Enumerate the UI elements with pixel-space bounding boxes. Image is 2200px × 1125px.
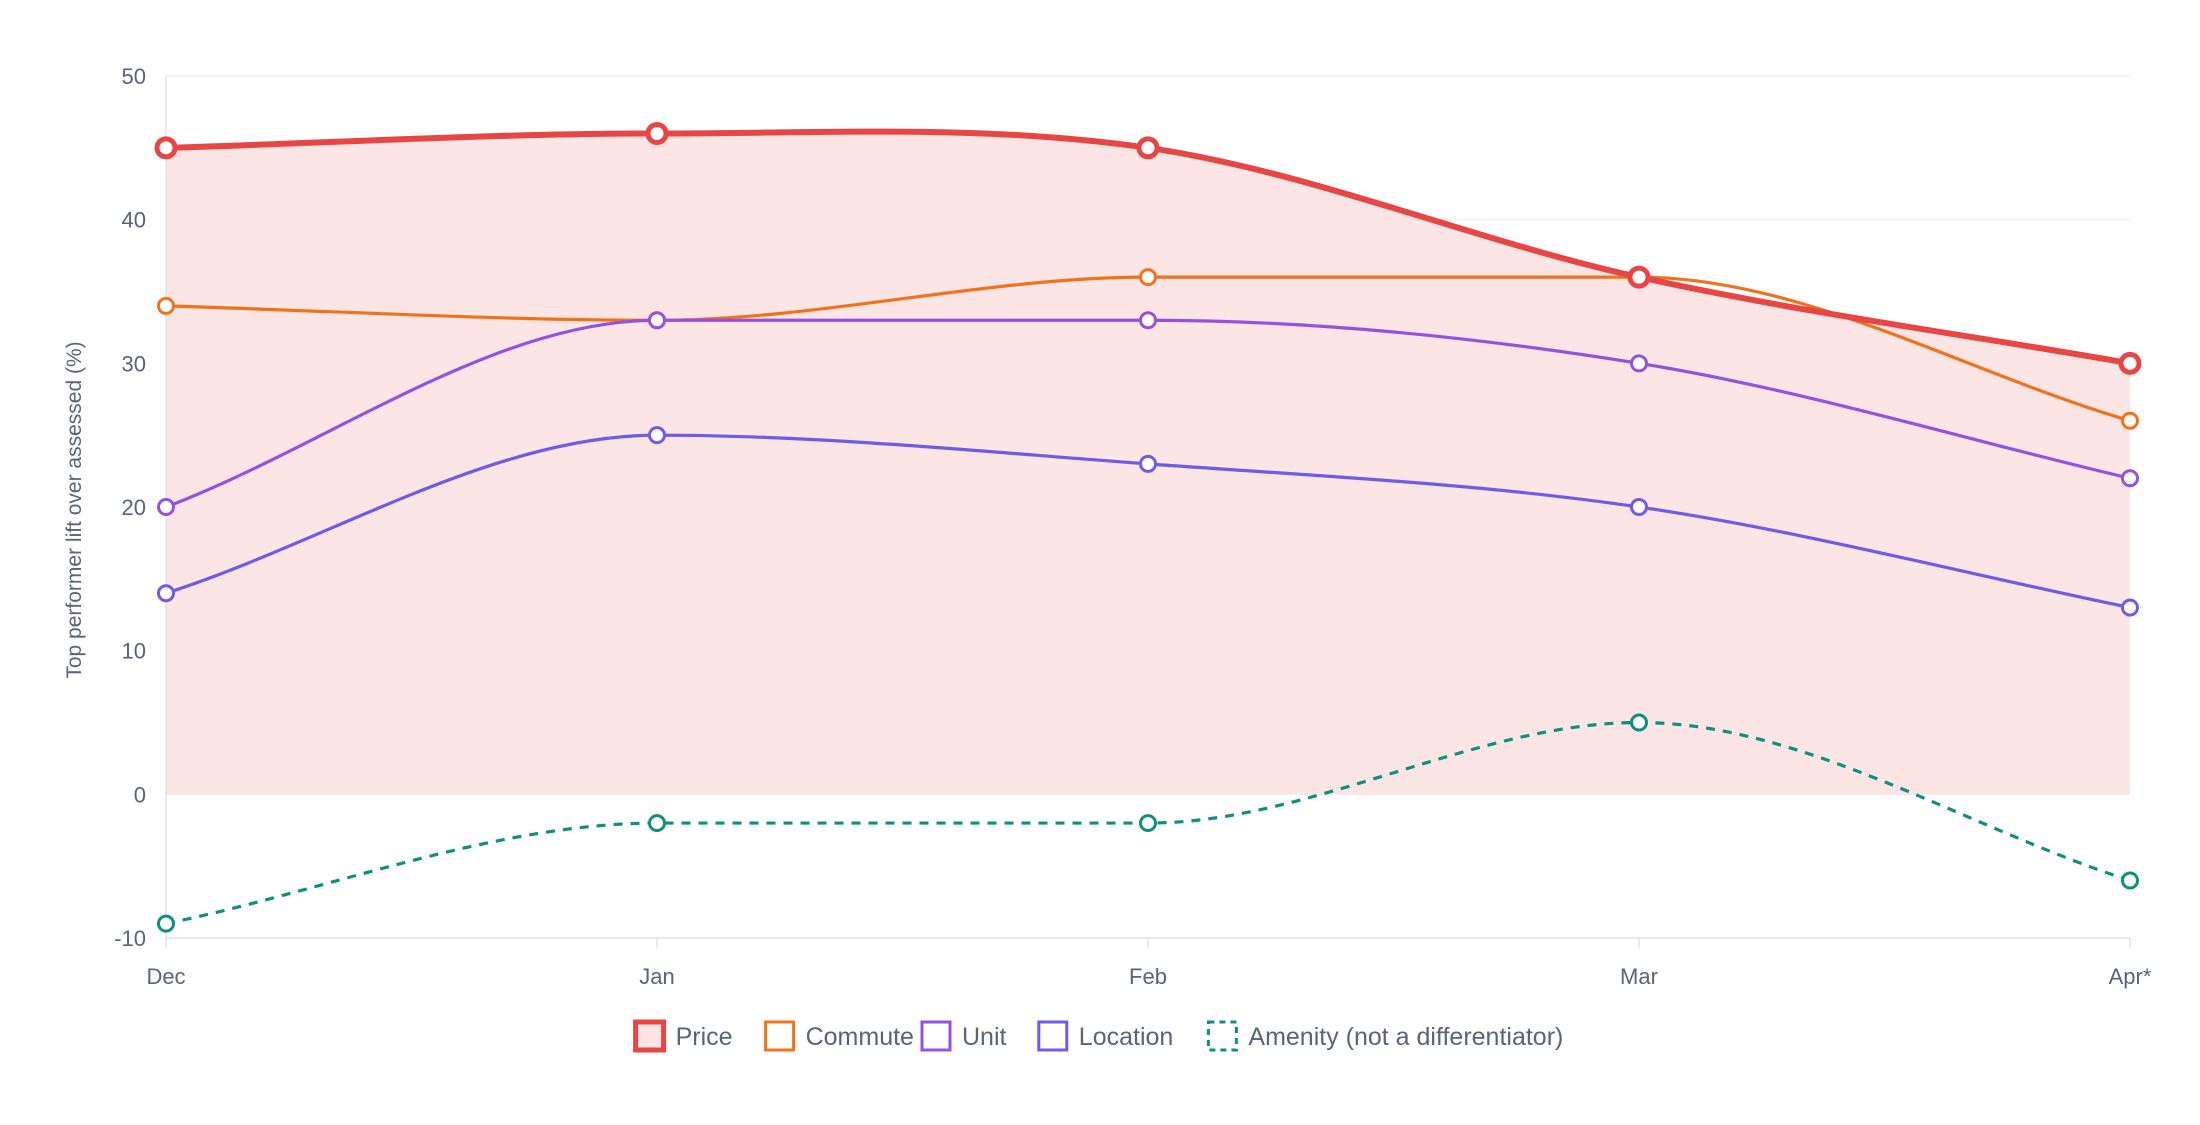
data-point-amenity[interactable] — [2121, 871, 2139, 890]
data-point-location[interactable] — [648, 426, 666, 445]
y-tick-label: -10 — [114, 926, 146, 951]
legend-item-price[interactable]: Price — [633, 1019, 733, 1053]
data-point-price[interactable] — [645, 121, 669, 145]
legend-item-unit[interactable]: Unit — [920, 1020, 1007, 1052]
legend-swatch-price — [633, 1019, 667, 1053]
legend-swatch-amenity — [1206, 1020, 1238, 1052]
data-point-price[interactable] — [2118, 351, 2142, 375]
data-point-unit[interactable] — [2121, 469, 2139, 488]
data-point-unit[interactable] — [1139, 311, 1157, 330]
legend-swatch-unit — [920, 1020, 952, 1052]
legend-label-unit: Unit — [962, 1023, 1007, 1051]
x-tick-label: Jan — [639, 964, 674, 989]
data-point-location[interactable] — [157, 584, 175, 603]
y-tick-label: 30 — [122, 351, 146, 376]
data-point-unit[interactable] — [648, 311, 666, 330]
x-tick-label: Apr* — [2109, 964, 2152, 989]
legend-label-commute: Commute — [806, 1023, 914, 1051]
y-tick-label: 10 — [122, 639, 146, 664]
data-point-amenity[interactable] — [157, 914, 175, 933]
data-point-commute[interactable] — [2121, 411, 2139, 430]
y-tick-label: 40 — [122, 208, 146, 233]
legend-item-amenity[interactable]: Amenity (not a differentiator) — [1206, 1020, 1563, 1052]
data-point-location[interactable] — [2121, 598, 2139, 617]
y-tick-label: 0 — [134, 782, 146, 807]
data-point-unit[interactable] — [1630, 354, 1648, 373]
legend-item-location[interactable]: Location — [1037, 1020, 1174, 1052]
data-point-unit[interactable] — [157, 498, 175, 516]
y-axis-title: Top performer lift over assessed (%) — [63, 341, 86, 678]
data-point-amenity[interactable] — [648, 814, 666, 833]
legend-swatch-location — [1037, 1020, 1069, 1052]
legend-label-price: Price — [676, 1023, 733, 1051]
data-point-location[interactable] — [1139, 454, 1157, 473]
y-tick-label: 20 — [122, 495, 146, 520]
legend-label-location: Location — [1079, 1023, 1174, 1051]
y-tick-label: 50 — [122, 64, 146, 89]
data-point-commute[interactable] — [1139, 268, 1157, 287]
data-point-amenity[interactable] — [1630, 713, 1648, 732]
legend-item-commute[interactable]: Commute — [764, 1020, 914, 1052]
data-point-price[interactable] — [154, 136, 178, 160]
legend-label-amenity: Amenity (not a differentiator) — [1248, 1023, 1563, 1051]
series-points — [154, 121, 2142, 933]
x-tick-label: Mar — [1620, 964, 1658, 989]
data-point-commute[interactable] — [157, 296, 175, 315]
x-tick-label: Feb — [1129, 964, 1167, 989]
data-point-price[interactable] — [1627, 265, 1651, 289]
data-point-amenity[interactable] — [1139, 814, 1157, 833]
legend-swatch-commute — [764, 1020, 796, 1052]
data-point-location[interactable] — [1630, 498, 1648, 516]
legend: Price Commute Unit Location Amenity (not a d… — [633, 1019, 1563, 1053]
x-tick-label: Dec — [146, 964, 185, 989]
tick-labels: -10 0 10 20 30 40 50 Dec Jan Feb Mar Apr* — [114, 64, 2152, 989]
data-point-price[interactable] — [1136, 136, 1160, 160]
